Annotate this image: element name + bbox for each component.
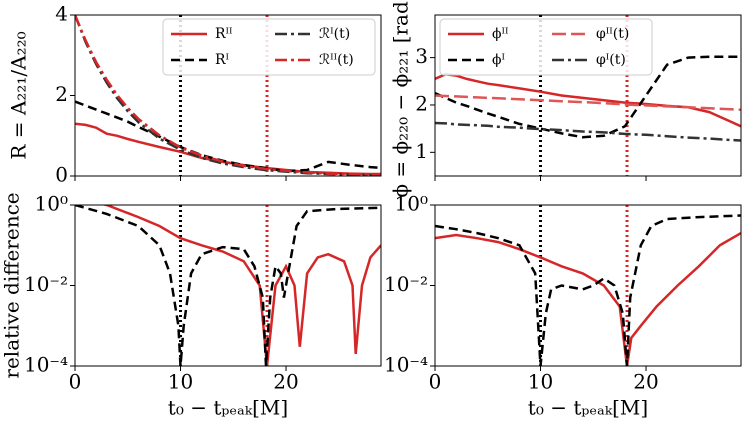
plot-area xyxy=(435,15,741,176)
y-tick-label: 2 xyxy=(55,82,68,106)
legend: ϕᴵᴵ ϕᴵ φᴵᴵ(t) φᴵ(t) xyxy=(439,18,653,76)
series-line xyxy=(435,214,741,366)
series-line xyxy=(75,205,381,366)
axes-frame xyxy=(434,204,742,367)
legend-label: ϕᴵ xyxy=(492,52,505,68)
x-tick-label: 0 xyxy=(429,370,442,394)
y-tick-label: 10⁰ xyxy=(395,192,428,216)
series-line xyxy=(75,15,381,176)
y-tick-label: 10⁻² xyxy=(384,272,428,296)
series-line xyxy=(75,100,381,173)
series-line xyxy=(75,122,381,176)
series-line xyxy=(435,55,741,139)
x-tick-label: 0 xyxy=(69,370,82,394)
y-axis-label: R = A₂₂₁/A₂₂₀ xyxy=(7,31,31,159)
y-tick-label: 1 xyxy=(415,139,428,163)
x-tick-label: 20 xyxy=(273,370,298,394)
y-tick-label: 10⁻⁴ xyxy=(384,353,428,377)
axes-frame xyxy=(74,204,382,367)
series-line xyxy=(435,72,741,128)
x-axis-label: t₀ − tₚₑₐₖ[M] xyxy=(168,396,288,420)
series-line xyxy=(435,94,741,111)
legend-label: ℛᴵ(t) xyxy=(319,26,350,42)
y-tick-label: 2 xyxy=(415,91,428,115)
plot-area xyxy=(75,205,381,366)
y-axis-label: ϕ = ϕ₂₂₀ − ϕ₂₂₁ [rad] xyxy=(389,0,413,198)
y-tick-label: 10⁰ xyxy=(35,192,68,216)
legend: Rᴵᴵ Rᴵ ℛᴵ(t) ℛᴵᴵ(t) xyxy=(162,18,376,76)
y-tick-label: 10⁻⁴ xyxy=(24,353,68,377)
x-axis-label: t₀ − tₚₑₐₖ[M] xyxy=(528,396,648,420)
x-tick-label: 10 xyxy=(168,370,193,394)
legend-frame xyxy=(439,18,653,76)
y-tick-label: 0 xyxy=(55,163,68,187)
y-axis-label: relative difference xyxy=(0,192,24,378)
axes-frame xyxy=(434,14,742,177)
legend-frame xyxy=(162,18,376,76)
x-tick-label: 20 xyxy=(633,370,658,394)
series-line xyxy=(435,232,741,366)
y-tick-label: 3 xyxy=(415,44,428,68)
series-line xyxy=(435,121,741,142)
plot-area xyxy=(435,205,741,366)
legend-label: ϕᴵᴵ xyxy=(492,26,509,42)
y-tick-label: 10⁻² xyxy=(24,272,68,296)
legend-label: Rᴵ xyxy=(215,52,229,68)
legend-label: φᴵᴵ(t) xyxy=(596,26,629,42)
legend-label: ℛᴵᴵ(t) xyxy=(319,52,354,68)
legend-label: φᴵ(t) xyxy=(596,52,626,68)
series-line xyxy=(100,205,381,366)
y-tick-label: 4 xyxy=(55,2,68,26)
x-tick-label: 10 xyxy=(528,370,553,394)
legend-label: Rᴵᴵ xyxy=(215,26,233,42)
